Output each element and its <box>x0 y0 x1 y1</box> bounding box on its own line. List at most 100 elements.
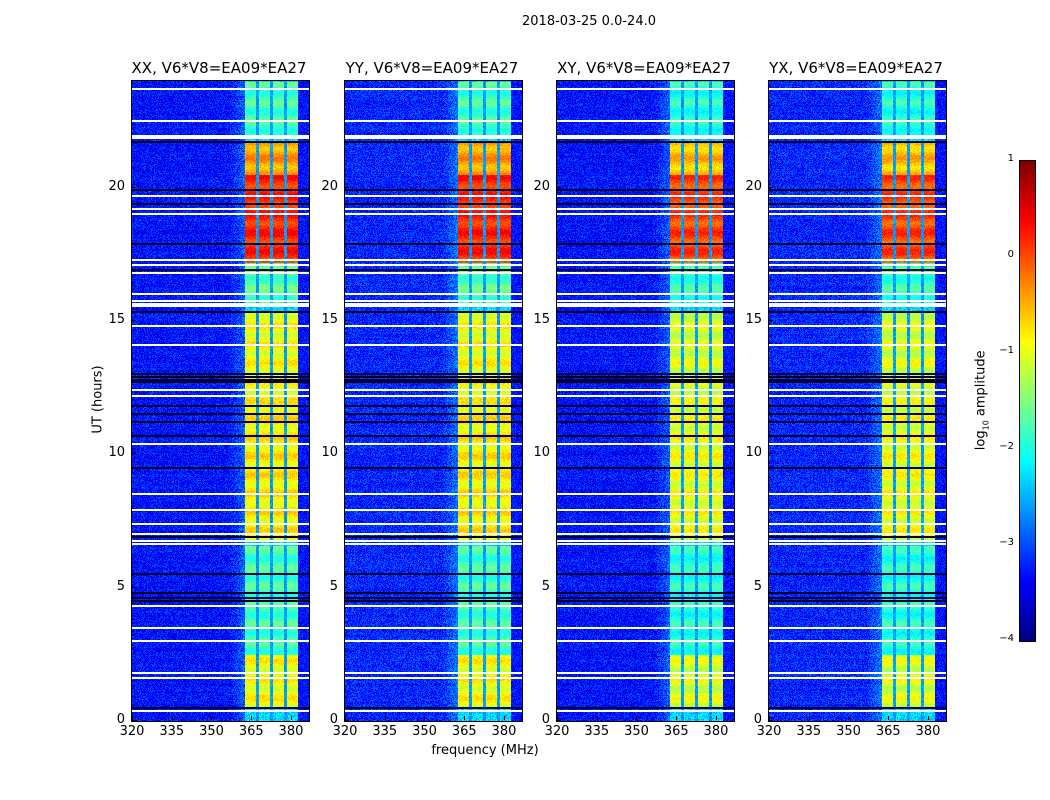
y-tick-mark <box>132 453 136 455</box>
x-tick-label: 335 <box>159 724 185 739</box>
heatmap-image <box>557 81 734 721</box>
y-axis-label: UT (hours) <box>90 365 106 434</box>
heatmap-image <box>769 81 946 721</box>
y-tick-mark <box>345 720 349 721</box>
x-tick-mark <box>808 716 810 720</box>
y-tick-label: 0 <box>541 712 550 727</box>
x-tick-mark <box>557 716 558 720</box>
y-tick-mark <box>132 720 136 721</box>
colorbar-tick-label: −1 <box>999 345 1014 356</box>
x-tick-label: 365 <box>663 724 689 739</box>
x-tick-label: 350 <box>624 724 649 739</box>
colorbar-label-sub: 10 <box>981 420 991 431</box>
x-tick-label: 350 <box>836 724 861 739</box>
x-tick-label: 365 <box>451 724 477 739</box>
heatmap-image <box>345 81 522 721</box>
figure-title: 2018-03-25 0.0-24.0 <box>522 14 656 29</box>
y-tick-mark <box>557 453 561 455</box>
y-tick-mark <box>132 320 136 321</box>
x-tick-label: 380 <box>278 724 304 739</box>
y-tick-mark <box>132 186 136 188</box>
y-tick-mark <box>769 320 773 321</box>
colorbar-tick-label: −3 <box>999 537 1014 548</box>
y-tick-label: 0 <box>329 712 338 727</box>
panel-title: XY, V6*V8=EA09*EA27 <box>557 59 731 77</box>
x-tick-label: 350 <box>412 724 437 739</box>
x-tick-mark <box>464 716 466 720</box>
x-tick-mark <box>636 716 638 720</box>
y-tick-label: 20 <box>108 178 125 194</box>
x-tick-label: 380 <box>703 724 729 739</box>
y-tick-mark <box>132 586 136 588</box>
heatmap-panel <box>131 80 310 722</box>
x-tick-mark <box>927 716 929 720</box>
x-tick-mark <box>503 716 505 720</box>
x-tick-mark <box>290 716 292 720</box>
colorbar <box>1019 160 1036 642</box>
x-tick-mark <box>676 716 678 720</box>
colorbar-label: log10 amplitude <box>974 340 991 460</box>
y-tick-label: 15 <box>321 312 338 327</box>
y-tick-label: 10 <box>321 445 338 461</box>
y-tick-label: 5 <box>541 578 550 594</box>
x-tick-mark <box>424 716 426 720</box>
y-tick-label: 10 <box>533 445 550 461</box>
y-tick-mark <box>557 720 561 721</box>
y-tick-label: 10 <box>108 445 125 461</box>
y-tick-label: 10 <box>745 445 762 461</box>
y-tick-mark <box>769 586 773 588</box>
x-tick-label: 365 <box>238 724 264 739</box>
x-tick-label: 350 <box>199 724 224 739</box>
x-tick-mark <box>888 716 890 720</box>
y-tick-mark <box>345 320 349 321</box>
x-tick-mark <box>848 716 850 720</box>
panel-title: XX, V6*V8=EA09*EA27 <box>131 59 307 77</box>
x-tick-mark <box>345 716 346 720</box>
y-tick-label: 5 <box>116 578 125 594</box>
colorbar-label-rest: amplitude <box>973 350 989 421</box>
x-tick-mark <box>171 716 173 720</box>
y-tick-mark <box>345 586 349 588</box>
y-tick-mark <box>557 186 561 188</box>
x-tick-label: 320 <box>332 724 358 739</box>
x-tick-mark <box>596 716 598 720</box>
colorbar-tick-label: 0 <box>1007 249 1014 260</box>
x-tick-mark <box>769 716 770 720</box>
y-tick-label: 0 <box>753 712 762 727</box>
heatmap-image <box>132 81 309 721</box>
y-tick-label: 20 <box>745 178 762 194</box>
y-tick-mark <box>769 720 773 721</box>
colorbar-tick-label: −4 <box>999 633 1014 644</box>
x-tick-label: 335 <box>584 724 610 739</box>
y-tick-mark <box>557 586 561 588</box>
y-tick-label: 20 <box>533 178 550 194</box>
y-tick-label: 15 <box>108 312 125 327</box>
y-tick-label: 15 <box>745 312 762 327</box>
colorbar-tick-label: −2 <box>999 441 1014 452</box>
panel-title: YX, V6*V8=EA09*EA27 <box>769 59 943 77</box>
x-tick-mark <box>211 716 213 720</box>
x-tick-mark <box>715 716 717 720</box>
y-tick-label: 5 <box>329 578 338 594</box>
heatmap-panel <box>344 80 523 722</box>
heatmap-panel <box>556 80 735 722</box>
x-tick-label: 320 <box>544 724 570 739</box>
y-tick-mark <box>345 453 349 455</box>
y-tick-label: 15 <box>533 312 550 327</box>
x-tick-label: 320 <box>119 724 145 739</box>
y-tick-mark <box>769 186 773 188</box>
x-tick-mark <box>384 716 386 720</box>
x-tick-mark <box>132 716 133 720</box>
x-tick-label: 335 <box>796 724 822 739</box>
heatmap-panel <box>768 80 947 722</box>
y-tick-label: 20 <box>321 178 338 194</box>
x-tick-label: 365 <box>875 724 901 739</box>
panel-title: YY, V6*V8=EA09*EA27 <box>345 59 519 77</box>
x-tick-label: 380 <box>915 724 941 739</box>
y-tick-label: 0 <box>116 712 125 727</box>
colorbar-tick-label: 1 <box>1007 153 1014 164</box>
x-tick-label: 335 <box>372 724 398 739</box>
x-tick-label: 380 <box>491 724 517 739</box>
y-tick-mark <box>769 453 773 455</box>
